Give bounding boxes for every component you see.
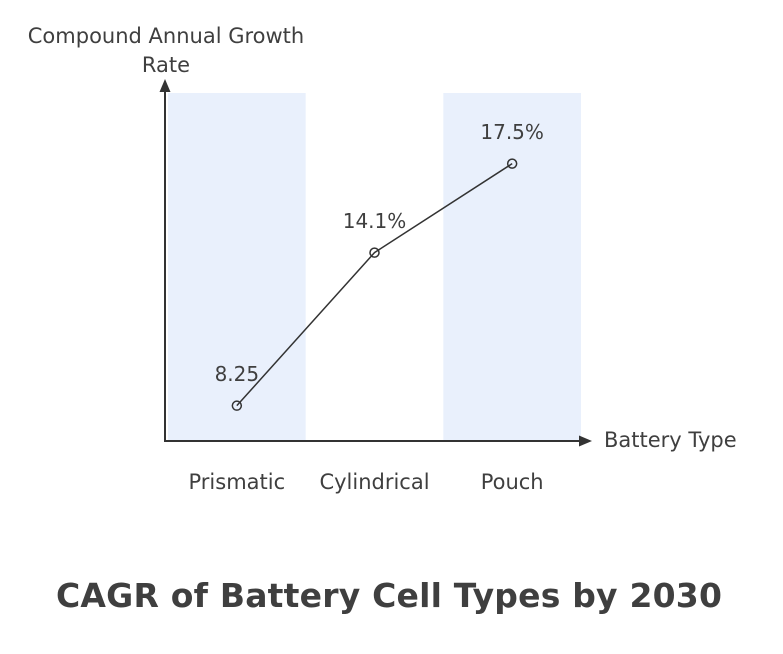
data-point-marker <box>369 247 380 258</box>
data-point-marker <box>231 400 243 411</box>
y-axis-arrowhead <box>159 79 171 92</box>
data-point-label: 14.1% <box>342 208 407 233</box>
data-line <box>236 163 513 407</box>
highlight-band <box>443 93 581 440</box>
x-category-label: Pouch <box>480 470 544 494</box>
x-category-label: Cylindrical <box>319 470 430 494</box>
chart-title: CAGR of Battery Cell Types by 2030 <box>56 576 723 615</box>
y-axis-title-line1: Compound Annual Growth <box>27 24 305 48</box>
x-axis-title: Battery Type <box>604 428 737 452</box>
data-point-marker <box>506 158 518 169</box>
x-category-label: Prismatic <box>188 470 286 494</box>
y-axis-title-line2: Rate <box>141 53 191 77</box>
data-point-label: 17.5% <box>480 119 544 144</box>
x-axis-arrowhead <box>579 435 592 447</box>
y-axis-title: Compound Annual Growth Rate <box>8 22 324 80</box>
data-point-label: 8.25 <box>214 361 260 386</box>
highlight-band <box>168 93 306 440</box>
